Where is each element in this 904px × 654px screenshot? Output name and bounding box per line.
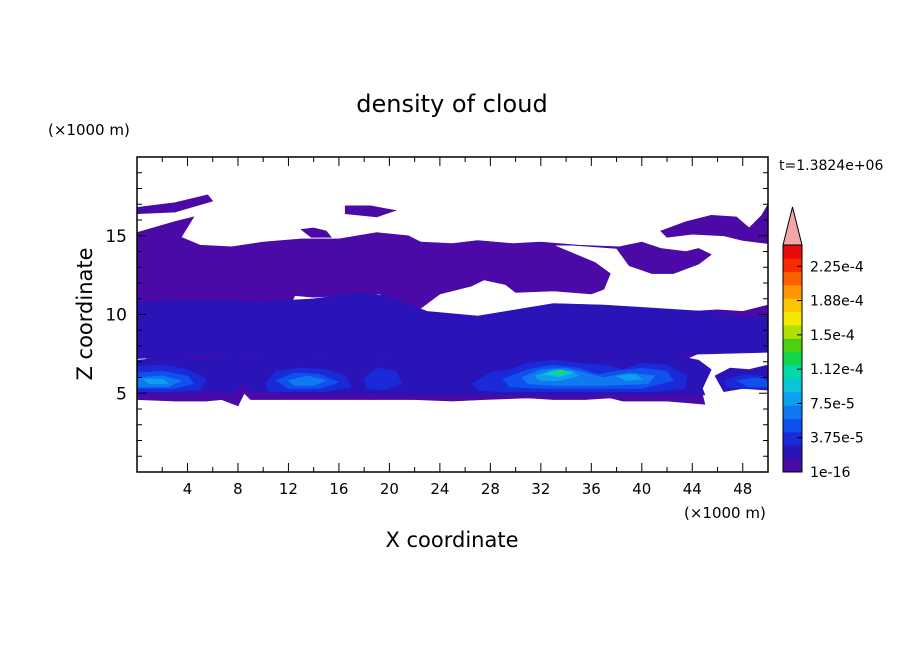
- x-tick-label: 28: [481, 480, 500, 498]
- x-tick-label: 20: [380, 480, 399, 498]
- colorbar-swatch: [783, 285, 802, 299]
- colorbar-label: 1e-16: [810, 465, 850, 481]
- contour-region-level-0: [300, 227, 332, 238]
- time-label: t=1.3824e+06: [779, 158, 883, 174]
- colorbar-swatch: [783, 418, 802, 433]
- colorbar-swatch: [783, 325, 802, 339]
- colorbar-swatch: [783, 258, 802, 273]
- colorbar-swatch: [783, 458, 802, 473]
- y-tick-label: 5: [116, 384, 127, 404]
- contour-region-level-5: [142, 378, 170, 385]
- x-axis-label: X coordinate: [385, 528, 518, 552]
- colorbar-frame: [782, 244, 803, 473]
- x-tick-label: 12: [279, 480, 298, 498]
- x-tick-label: 24: [430, 480, 449, 498]
- x-tick-label: 4: [183, 480, 193, 498]
- colorbar-swatch: [783, 405, 802, 419]
- x-tick-label: 16: [329, 480, 348, 498]
- colorbar-label: 2.25e-4: [810, 259, 864, 275]
- x-tick-label: 48: [733, 480, 752, 498]
- colorbar-label: 7.5e-5: [810, 396, 855, 412]
- contour-region-level-9: [554, 370, 566, 374]
- chart-title: density of cloud: [356, 90, 547, 118]
- colorbar-swatch: [783, 351, 802, 366]
- x-tick-label: 36: [582, 480, 601, 498]
- colorbar-swatch: [783, 311, 802, 326]
- colorbar-swatch: [783, 365, 802, 379]
- colorbar-label: 1.88e-4: [810, 294, 864, 310]
- colorbar-swatch: [783, 431, 802, 446]
- y-axis: 5 10 15: [105, 172, 768, 457]
- contour-region-level-0: [137, 194, 214, 215]
- contour-region-level-2: [363, 367, 403, 391]
- y-unit-label: (×1000 m): [48, 121, 130, 139]
- x-unit-label: (×1000 m): [684, 504, 766, 522]
- colorbar: 1e-16 3.75e-5 7.5e-5 1.12e-4 1.5e-4 1.88e-4 2.…: [782, 206, 864, 481]
- contour-region-level-5: [615, 374, 643, 381]
- x-tick-label: 32: [531, 480, 550, 498]
- colorbar-label: 1.5e-4: [810, 328, 855, 344]
- x-tick-label: 44: [683, 480, 702, 498]
- colorbar-swatch: [783, 391, 802, 406]
- contour-region-level-4: [287, 375, 328, 386]
- colorbar-swatch: [783, 378, 802, 393]
- colorbar-swatch: [783, 445, 802, 460]
- colorbar-label: 3.75e-5: [810, 431, 864, 447]
- y-axis-label: Z coordinate: [73, 247, 97, 380]
- contour-region-level-1: [414, 326, 768, 356]
- colorbar-swatch: [783, 338, 802, 353]
- colorbar-over-arrow: [782, 206, 803, 246]
- y-tick-label: 10: [105, 306, 127, 326]
- x-tick-label: 8: [233, 480, 243, 498]
- contour-region-level-0: [344, 205, 397, 218]
- contour-fills: [137, 194, 768, 407]
- colorbar-swatch: [783, 271, 802, 286]
- colorbar-label: 1.12e-4: [810, 362, 864, 378]
- contour-region-level-0: [660, 203, 768, 244]
- colorbar-swatch: [783, 245, 802, 259]
- contour-region-level-3: [735, 377, 768, 388]
- x-tick-label: 40: [632, 480, 651, 498]
- colorbar-swatch: [783, 298, 802, 313]
- x-axis: 4 8 12 16 20 24 28 32 36 40 44 48: [161, 157, 752, 498]
- y-tick-label: 15: [105, 227, 127, 247]
